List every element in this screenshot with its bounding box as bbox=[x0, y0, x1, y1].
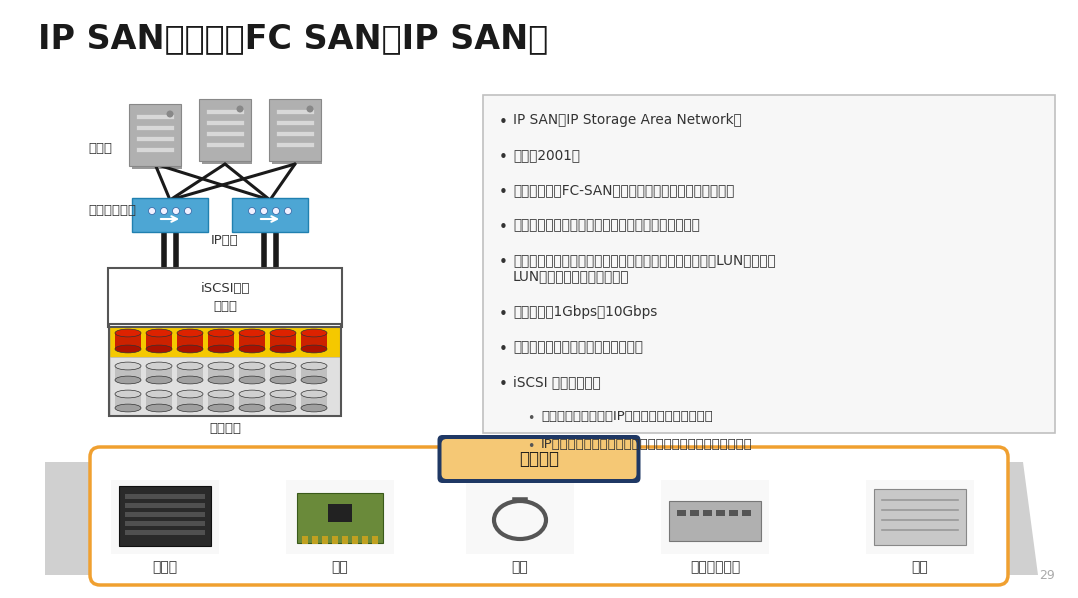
Bar bbox=[125, 503, 205, 508]
Bar bbox=[125, 494, 205, 499]
Bar bbox=[125, 512, 205, 517]
Text: IP SAN起源（由FC SAN到IP SAN）: IP SAN起源（由FC SAN到IP SAN） bbox=[38, 22, 549, 55]
Text: 提供快照、容灾等高级数据保护功能: 提供快照、容灾等高级数据保护功能 bbox=[513, 340, 642, 354]
Bar bbox=[177, 366, 203, 380]
Text: 存储: 存储 bbox=[912, 560, 928, 574]
Text: 服务器: 服务器 bbox=[88, 142, 112, 154]
Ellipse shape bbox=[301, 390, 327, 398]
Bar bbox=[115, 366, 141, 380]
Bar bbox=[312, 536, 318, 544]
Text: 链路速率：1Gbps、10Gbps: 链路速率：1Gbps、10Gbps bbox=[513, 305, 658, 319]
FancyBboxPatch shape bbox=[111, 480, 219, 554]
Bar bbox=[276, 109, 314, 114]
Ellipse shape bbox=[270, 345, 296, 353]
Ellipse shape bbox=[208, 376, 234, 384]
Circle shape bbox=[161, 208, 167, 215]
FancyBboxPatch shape bbox=[202, 152, 252, 164]
Bar bbox=[270, 333, 296, 349]
Bar bbox=[115, 394, 141, 408]
Bar bbox=[110, 325, 340, 357]
Circle shape bbox=[149, 208, 155, 215]
Circle shape bbox=[184, 208, 192, 215]
Text: iSCSI 被看好的原因: iSCSI 被看好的原因 bbox=[513, 375, 600, 389]
Bar bbox=[276, 120, 314, 125]
Text: •: • bbox=[527, 412, 535, 425]
Bar bbox=[136, 136, 174, 141]
Ellipse shape bbox=[301, 362, 327, 370]
Text: 访问方式：后端一台存储设备的存储空间可以划分为多个LUN，每一个
LUN只能属于一台前端服务器: 访问方式：后端一台存储设备的存储空间可以划分为多个LUN，每一个 LUN只能属于… bbox=[513, 253, 776, 283]
FancyBboxPatch shape bbox=[108, 268, 342, 327]
FancyBboxPatch shape bbox=[438, 435, 640, 483]
Ellipse shape bbox=[239, 329, 265, 337]
Bar bbox=[742, 510, 751, 516]
Bar bbox=[276, 142, 314, 147]
Bar bbox=[206, 131, 244, 136]
Bar bbox=[301, 333, 327, 349]
FancyBboxPatch shape bbox=[232, 198, 308, 232]
Bar bbox=[125, 521, 205, 526]
Bar bbox=[146, 394, 172, 408]
Text: 磁盘阵列: 磁盘阵列 bbox=[209, 422, 241, 435]
FancyBboxPatch shape bbox=[866, 480, 975, 554]
Text: •: • bbox=[499, 150, 508, 165]
FancyBboxPatch shape bbox=[129, 104, 181, 166]
Ellipse shape bbox=[115, 345, 141, 353]
Bar bbox=[239, 333, 265, 349]
Circle shape bbox=[166, 111, 174, 117]
Bar bbox=[146, 333, 172, 349]
FancyBboxPatch shape bbox=[298, 493, 383, 543]
Bar bbox=[270, 366, 296, 380]
Text: iSCSI存储
控制器: iSCSI存储 控制器 bbox=[201, 282, 250, 313]
Text: 连接方式：采用以太网作为连接链路，以太网交换机: 连接方式：采用以太网作为连接链路，以太网交换机 bbox=[513, 218, 700, 232]
Ellipse shape bbox=[301, 345, 327, 353]
FancyBboxPatch shape bbox=[442, 439, 636, 479]
Text: 以太网交换机: 以太网交换机 bbox=[88, 203, 136, 216]
Text: 硬件组成: 硬件组成 bbox=[519, 450, 559, 468]
Bar bbox=[301, 394, 327, 408]
Text: •: • bbox=[499, 307, 508, 322]
FancyBboxPatch shape bbox=[132, 157, 182, 169]
Ellipse shape bbox=[146, 390, 172, 398]
Ellipse shape bbox=[177, 404, 203, 412]
Ellipse shape bbox=[270, 376, 296, 384]
Bar bbox=[276, 131, 314, 136]
FancyBboxPatch shape bbox=[270, 99, 321, 161]
Text: •: • bbox=[499, 220, 508, 235]
Ellipse shape bbox=[177, 390, 203, 398]
Text: IP网络使用普遍，可为企业节省大笔建设、管理及人事成本: IP网络使用普遍，可为企业节省大笔建设、管理及人事成本 bbox=[541, 438, 752, 451]
Polygon shape bbox=[45, 462, 1038, 575]
Bar bbox=[716, 510, 725, 516]
Bar bbox=[136, 147, 174, 152]
Bar bbox=[136, 125, 174, 130]
Bar bbox=[136, 114, 174, 119]
Ellipse shape bbox=[239, 376, 265, 384]
Circle shape bbox=[285, 208, 291, 215]
Bar bbox=[177, 394, 203, 408]
Ellipse shape bbox=[208, 390, 234, 398]
Bar bbox=[208, 333, 234, 349]
Ellipse shape bbox=[270, 404, 296, 412]
Ellipse shape bbox=[301, 376, 327, 384]
FancyBboxPatch shape bbox=[119, 486, 211, 546]
Bar bbox=[110, 357, 340, 415]
FancyBboxPatch shape bbox=[286, 480, 393, 554]
Text: 时间：2001年: 时间：2001年 bbox=[513, 148, 580, 162]
Ellipse shape bbox=[270, 390, 296, 398]
Text: •: • bbox=[499, 115, 508, 130]
Text: •: • bbox=[499, 377, 508, 392]
Circle shape bbox=[236, 105, 244, 112]
Bar bbox=[146, 366, 172, 380]
Text: 以太网交换机: 以太网交换机 bbox=[690, 560, 741, 574]
Text: •: • bbox=[527, 440, 535, 453]
Circle shape bbox=[273, 208, 279, 215]
Ellipse shape bbox=[208, 362, 234, 370]
Ellipse shape bbox=[301, 404, 327, 412]
Bar bbox=[703, 510, 711, 516]
Circle shape bbox=[172, 208, 180, 215]
Bar bbox=[677, 510, 686, 516]
Bar bbox=[332, 536, 338, 544]
Bar bbox=[177, 333, 203, 349]
Ellipse shape bbox=[115, 362, 141, 370]
Text: 服务器: 服务器 bbox=[152, 560, 178, 574]
